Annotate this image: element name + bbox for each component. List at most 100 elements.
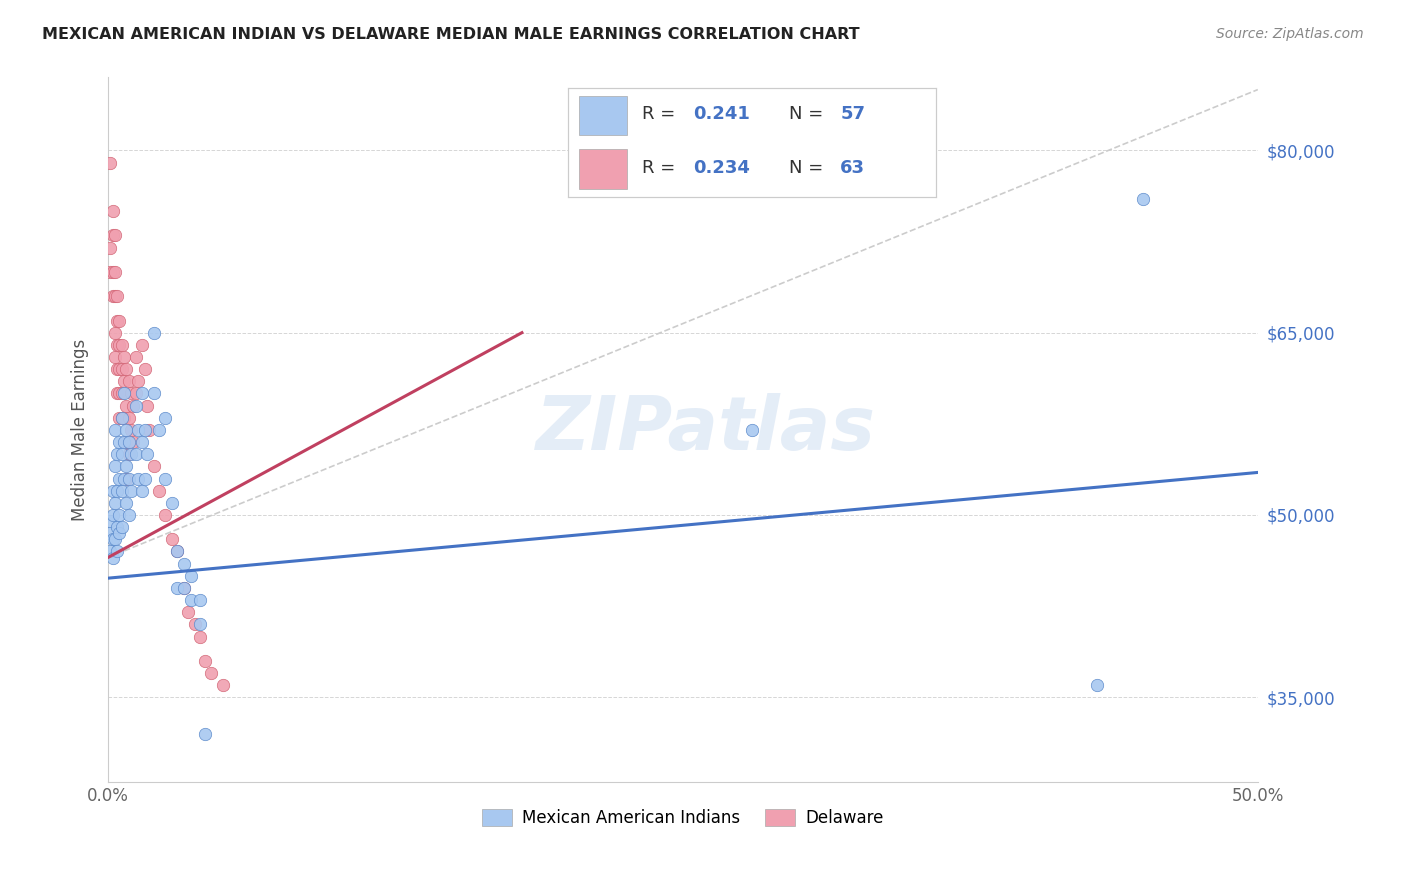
Point: [148, 423, 170, 437]
Point: [101, 483, 124, 498]
Point: [120, 423, 142, 437]
Point: [138, 423, 160, 437]
Text: MEXICAN AMERICAN INDIAN VS DELAWARE MEDIAN MALE EARNINGS CORRELATION CHART: MEXICAN AMERICAN INDIAN VS DELAWARE MEDI…: [42, 27, 860, 42]
Point: [184, 617, 207, 632]
Point: [105, 362, 128, 376]
Point: [111, 520, 134, 534]
Point: [98, 544, 121, 558]
Point: [108, 338, 131, 352]
Point: [180, 593, 202, 607]
Point: [173, 557, 195, 571]
Point: [104, 496, 127, 510]
Point: [111, 410, 134, 425]
Point: [143, 326, 166, 340]
Point: [108, 526, 131, 541]
Point: [166, 544, 188, 558]
Point: [101, 289, 124, 303]
Point: [212, 678, 235, 692]
Point: [741, 423, 763, 437]
Point: [173, 581, 195, 595]
Point: [112, 386, 135, 401]
Point: [112, 435, 135, 450]
Point: [131, 338, 153, 352]
Point: [108, 435, 131, 450]
Point: [188, 593, 211, 607]
Point: [188, 617, 211, 632]
Point: [111, 410, 134, 425]
Point: [105, 386, 128, 401]
Point: [115, 496, 138, 510]
Legend: Mexican American Indians, Delaware: Mexican American Indians, Delaware: [475, 803, 890, 834]
Point: [112, 350, 135, 364]
Point: [122, 399, 145, 413]
Point: [124, 386, 146, 401]
Point: [115, 459, 138, 474]
Point: [118, 508, 141, 522]
Point: [104, 289, 127, 303]
Point: [134, 471, 156, 485]
Point: [1132, 192, 1154, 206]
Point: [104, 228, 127, 243]
Point: [101, 204, 124, 219]
Point: [105, 447, 128, 461]
Point: [101, 265, 124, 279]
Point: [118, 447, 141, 461]
Point: [134, 362, 156, 376]
Point: [104, 350, 127, 364]
Point: [111, 447, 134, 461]
Point: [148, 483, 170, 498]
Point: [118, 471, 141, 485]
Point: [115, 423, 138, 437]
Point: [127, 374, 149, 388]
Point: [108, 386, 131, 401]
Point: [124, 399, 146, 413]
Point: [200, 665, 222, 680]
Point: [188, 630, 211, 644]
Point: [131, 483, 153, 498]
Point: [131, 435, 153, 450]
Point: [112, 410, 135, 425]
Point: [105, 544, 128, 558]
Point: [177, 605, 200, 619]
Point: [124, 447, 146, 461]
Point: [105, 338, 128, 352]
Point: [166, 544, 188, 558]
Point: [120, 447, 142, 461]
Point: [155, 410, 177, 425]
Point: [108, 471, 131, 485]
Point: [108, 410, 131, 425]
Point: [194, 727, 217, 741]
Point: [155, 471, 177, 485]
Point: [111, 362, 134, 376]
Point: [115, 362, 138, 376]
Point: [112, 471, 135, 485]
Point: [124, 350, 146, 364]
Point: [1085, 678, 1108, 692]
Point: [104, 265, 127, 279]
Point: [101, 533, 124, 547]
Point: [104, 459, 127, 474]
Point: [108, 508, 131, 522]
Point: [101, 508, 124, 522]
Point: [101, 228, 124, 243]
Point: [143, 459, 166, 474]
Point: [118, 374, 141, 388]
Point: [115, 471, 138, 485]
Point: [104, 326, 127, 340]
Text: Source: ZipAtlas.com: Source: ZipAtlas.com: [1216, 27, 1364, 41]
Point: [134, 423, 156, 437]
Point: [155, 508, 177, 522]
Point: [118, 435, 141, 450]
Point: [101, 550, 124, 565]
Point: [105, 483, 128, 498]
Point: [98, 265, 121, 279]
Point: [105, 313, 128, 327]
Point: [98, 526, 121, 541]
Point: [127, 471, 149, 485]
Point: [122, 435, 145, 450]
Point: [111, 386, 134, 401]
Point: [162, 496, 184, 510]
Point: [108, 362, 131, 376]
Point: [111, 483, 134, 498]
Point: [111, 338, 134, 352]
